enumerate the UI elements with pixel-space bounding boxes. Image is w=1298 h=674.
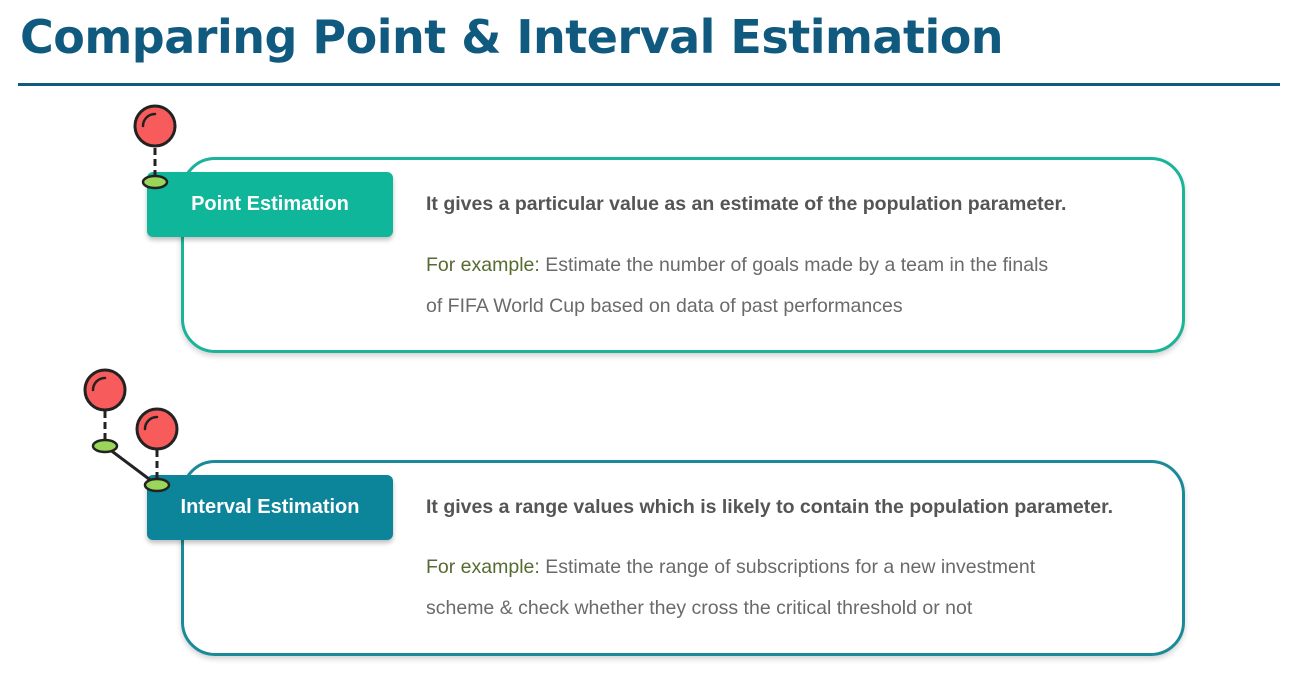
page-title: Comparing Point & Interval Estimation xyxy=(20,10,1004,64)
example-text-line-2: of FIFA World Cup based on data of past … xyxy=(426,295,903,317)
map-pin-icon xyxy=(83,368,158,487)
map-pin-icon xyxy=(133,104,177,190)
point-estimation-description: It gives a particular value as an estima… xyxy=(426,193,1067,215)
point-estimation-label: Point Estimation xyxy=(147,172,393,237)
example-label: For example: xyxy=(426,254,540,276)
example-label: For example: xyxy=(426,556,540,578)
example-text-line-1: Estimate the number of goals made by a t… xyxy=(539,254,1049,276)
title-divider xyxy=(18,83,1280,86)
example-text-line-1: Estimate the range of subscriptions for … xyxy=(539,556,1036,578)
interval-estimation-example: For example: Estimate the range of subsc… xyxy=(426,547,1035,629)
interval-estimation-label: Interval Estimation xyxy=(147,475,393,540)
interval-estimation-card xyxy=(181,460,1185,656)
interval-estimation-description: It gives a range values which is likely … xyxy=(426,496,1114,518)
example-text-line-2: scheme & check whether they cross the cr… xyxy=(426,597,973,619)
point-estimation-example: For example: Estimate the number of goal… xyxy=(426,245,1048,327)
map-pin-icon xyxy=(135,407,179,493)
